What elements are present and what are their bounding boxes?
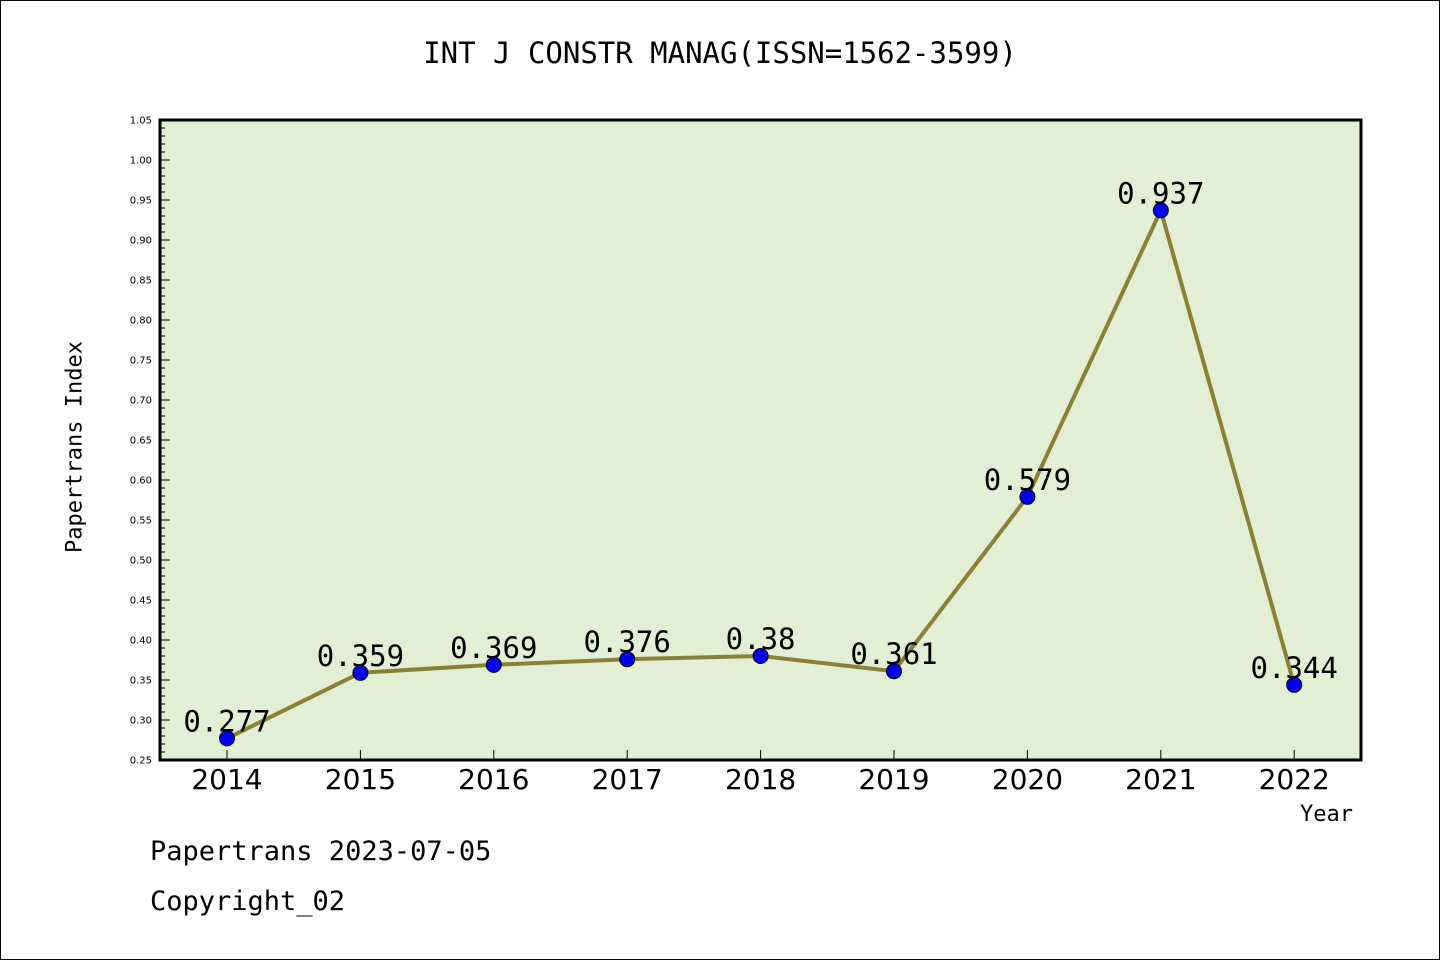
y-tick-label: 1.00 [130, 156, 152, 167]
x-tick-label: 2019 [858, 763, 929, 796]
data-label: 0.579 [984, 463, 1071, 497]
data-point [1019, 488, 1036, 505]
data-label: 0.38 [726, 622, 796, 656]
y-tick-label: 0.50 [130, 556, 152, 567]
footer-date: Papertrans 2023-07-05 [150, 836, 492, 867]
y-tick-label: 0.45 [130, 596, 152, 607]
x-tick-label: 2022 [1259, 763, 1330, 796]
y-tick-label: 0.90 [130, 236, 152, 247]
data-label: 0.277 [183, 704, 270, 738]
y-tick-label: 0.55 [130, 516, 152, 527]
data-point [619, 651, 636, 668]
data-point [1286, 676, 1303, 693]
x-tick-label: 2018 [725, 763, 796, 796]
x-tick-label: 2017 [592, 763, 663, 796]
plot-border [158, 118, 1363, 762]
data-point [886, 663, 902, 680]
y-tick-label: 1.05 [130, 116, 152, 127]
data-point [485, 656, 502, 673]
data-point [219, 730, 235, 747]
x-tick-label: 2021 [1125, 763, 1196, 796]
y-tick-label: 0.75 [130, 356, 152, 367]
y-tick-label: 0.35 [130, 676, 152, 687]
y-axis-label: Papertrans Index [62, 341, 88, 553]
data-point [752, 648, 769, 664]
x-tick-label: 2015 [325, 763, 396, 796]
y-tick-label: 0.25 [130, 756, 152, 767]
data-label: 0.344 [1251, 651, 1338, 685]
data-label: 0.376 [584, 625, 671, 659]
y-tick-label: 0.60 [130, 476, 152, 487]
y-tick-label: 0.85 [130, 276, 152, 287]
data-label: 0.359 [317, 639, 404, 673]
x-axis-label: Year [1300, 802, 1353, 827]
data-label: 0.361 [850, 637, 937, 671]
footer-copyright: Copyright_02 [150, 886, 346, 917]
y-tick-label: 0.95 [130, 196, 152, 207]
data-point [352, 664, 369, 681]
y-tick-label: 0.65 [130, 436, 152, 447]
y-tick-label: 0.80 [130, 316, 152, 327]
x-tick-label: 2016 [458, 763, 529, 796]
chart-title: INT J CONSTR MANAG(ISSN=1562-3599) [423, 36, 1017, 70]
y-tick-label: 0.30 [130, 716, 152, 727]
y-tick-label: 0.70 [130, 396, 152, 407]
x-tick-label: 2020 [992, 763, 1063, 796]
data-label: 0.937 [1117, 176, 1204, 210]
y-tick-label: 0.40 [130, 636, 152, 647]
data-point [1152, 202, 1169, 219]
x-tick-label: 2014 [191, 763, 262, 796]
data-label: 0.369 [450, 631, 537, 665]
